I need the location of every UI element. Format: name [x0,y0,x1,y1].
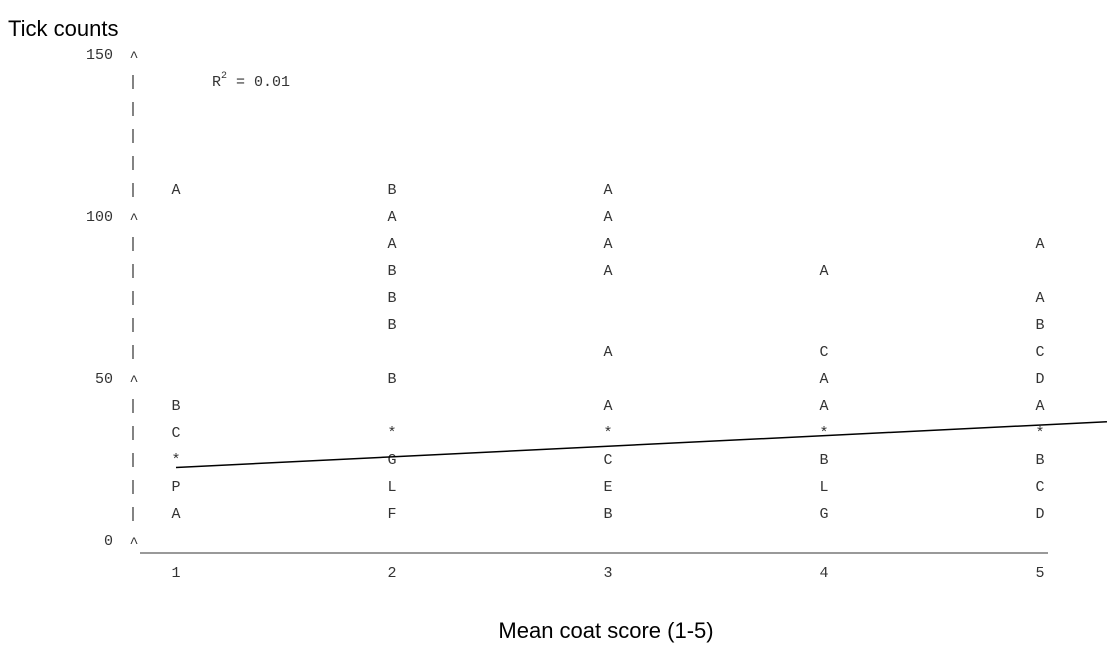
axis-bar: | [128,344,137,361]
annotation-text: = 0.01 [236,74,290,91]
axis-bar: | [128,479,137,496]
point: * [387,425,396,442]
axis-bar: | [128,290,137,307]
point: L [387,479,396,496]
axis-bar: | [128,182,137,199]
point: B [1035,317,1044,334]
point: B [819,452,828,469]
point: A [819,371,828,388]
y-tick-mark: ^ [129,49,138,66]
x-tick-label: 3 [603,565,612,582]
point: A [603,236,612,253]
point: A [819,398,828,415]
point: A [387,209,396,226]
point: B [171,398,180,415]
point: C [1035,344,1044,361]
x-tick-label: 1 [171,565,180,582]
y-tick-mark: ^ [129,211,138,228]
x-tick-label: 4 [819,565,828,582]
point: E [603,479,612,496]
axis-bar: | [128,236,137,253]
point: A [1035,236,1044,253]
axis-bar: | [128,398,137,415]
y-tick-mark: ^ [129,535,138,552]
y-tick-label: 50 [95,371,113,388]
point: A [387,236,396,253]
point: G [387,452,396,469]
y-tick-label: 100 [86,209,113,226]
point: P [171,479,180,496]
point: C [819,344,828,361]
y-tick-mark: ^ [129,373,138,390]
point: A [819,263,828,280]
axis-bar: | [128,74,137,91]
point: B [1035,452,1044,469]
point: A [603,344,612,361]
point: L [819,479,828,496]
point: G [819,506,828,523]
axis-bar: | [128,425,137,442]
point: C [603,452,612,469]
axis-bar: | [128,101,137,118]
point: A [171,182,180,199]
point: D [1035,371,1044,388]
point: A [1035,290,1044,307]
point: B [603,506,612,523]
point: A [603,263,612,280]
point: B [387,317,396,334]
x-tick-label: 2 [387,565,396,582]
axis-bar: | [128,128,137,145]
annotation-superscript: 2 [221,71,227,82]
x-tick-label: 5 [1035,565,1044,582]
point: C [1035,479,1044,496]
point: A [1035,398,1044,415]
point: * [1035,425,1044,442]
point: A [171,506,180,523]
point: * [171,452,180,469]
point: C [171,425,180,442]
axis-bar: | [128,506,137,523]
annotation: R2 = 0.01 [212,71,290,91]
y-tick-label: 0 [104,533,113,550]
point: B [387,290,396,307]
axis-bar: | [128,317,137,334]
point: A [603,398,612,415]
x-axis-label: Mean coat score (1-5) [498,618,713,643]
axis-bar: | [128,263,137,280]
axis-bar: | [128,155,137,172]
point: B [387,263,396,280]
point: B [387,182,396,199]
point: B [387,371,396,388]
point: F [387,506,396,523]
point: D [1035,506,1044,523]
annotation-base: R [212,74,221,91]
point: * [603,425,612,442]
axis-bar: | [128,452,137,469]
point: * [819,425,828,442]
chart-title: Tick counts [8,16,118,41]
point: A [603,209,612,226]
point: A [603,182,612,199]
fit-line [175,421,1107,469]
y-tick-label: 150 [86,47,113,64]
